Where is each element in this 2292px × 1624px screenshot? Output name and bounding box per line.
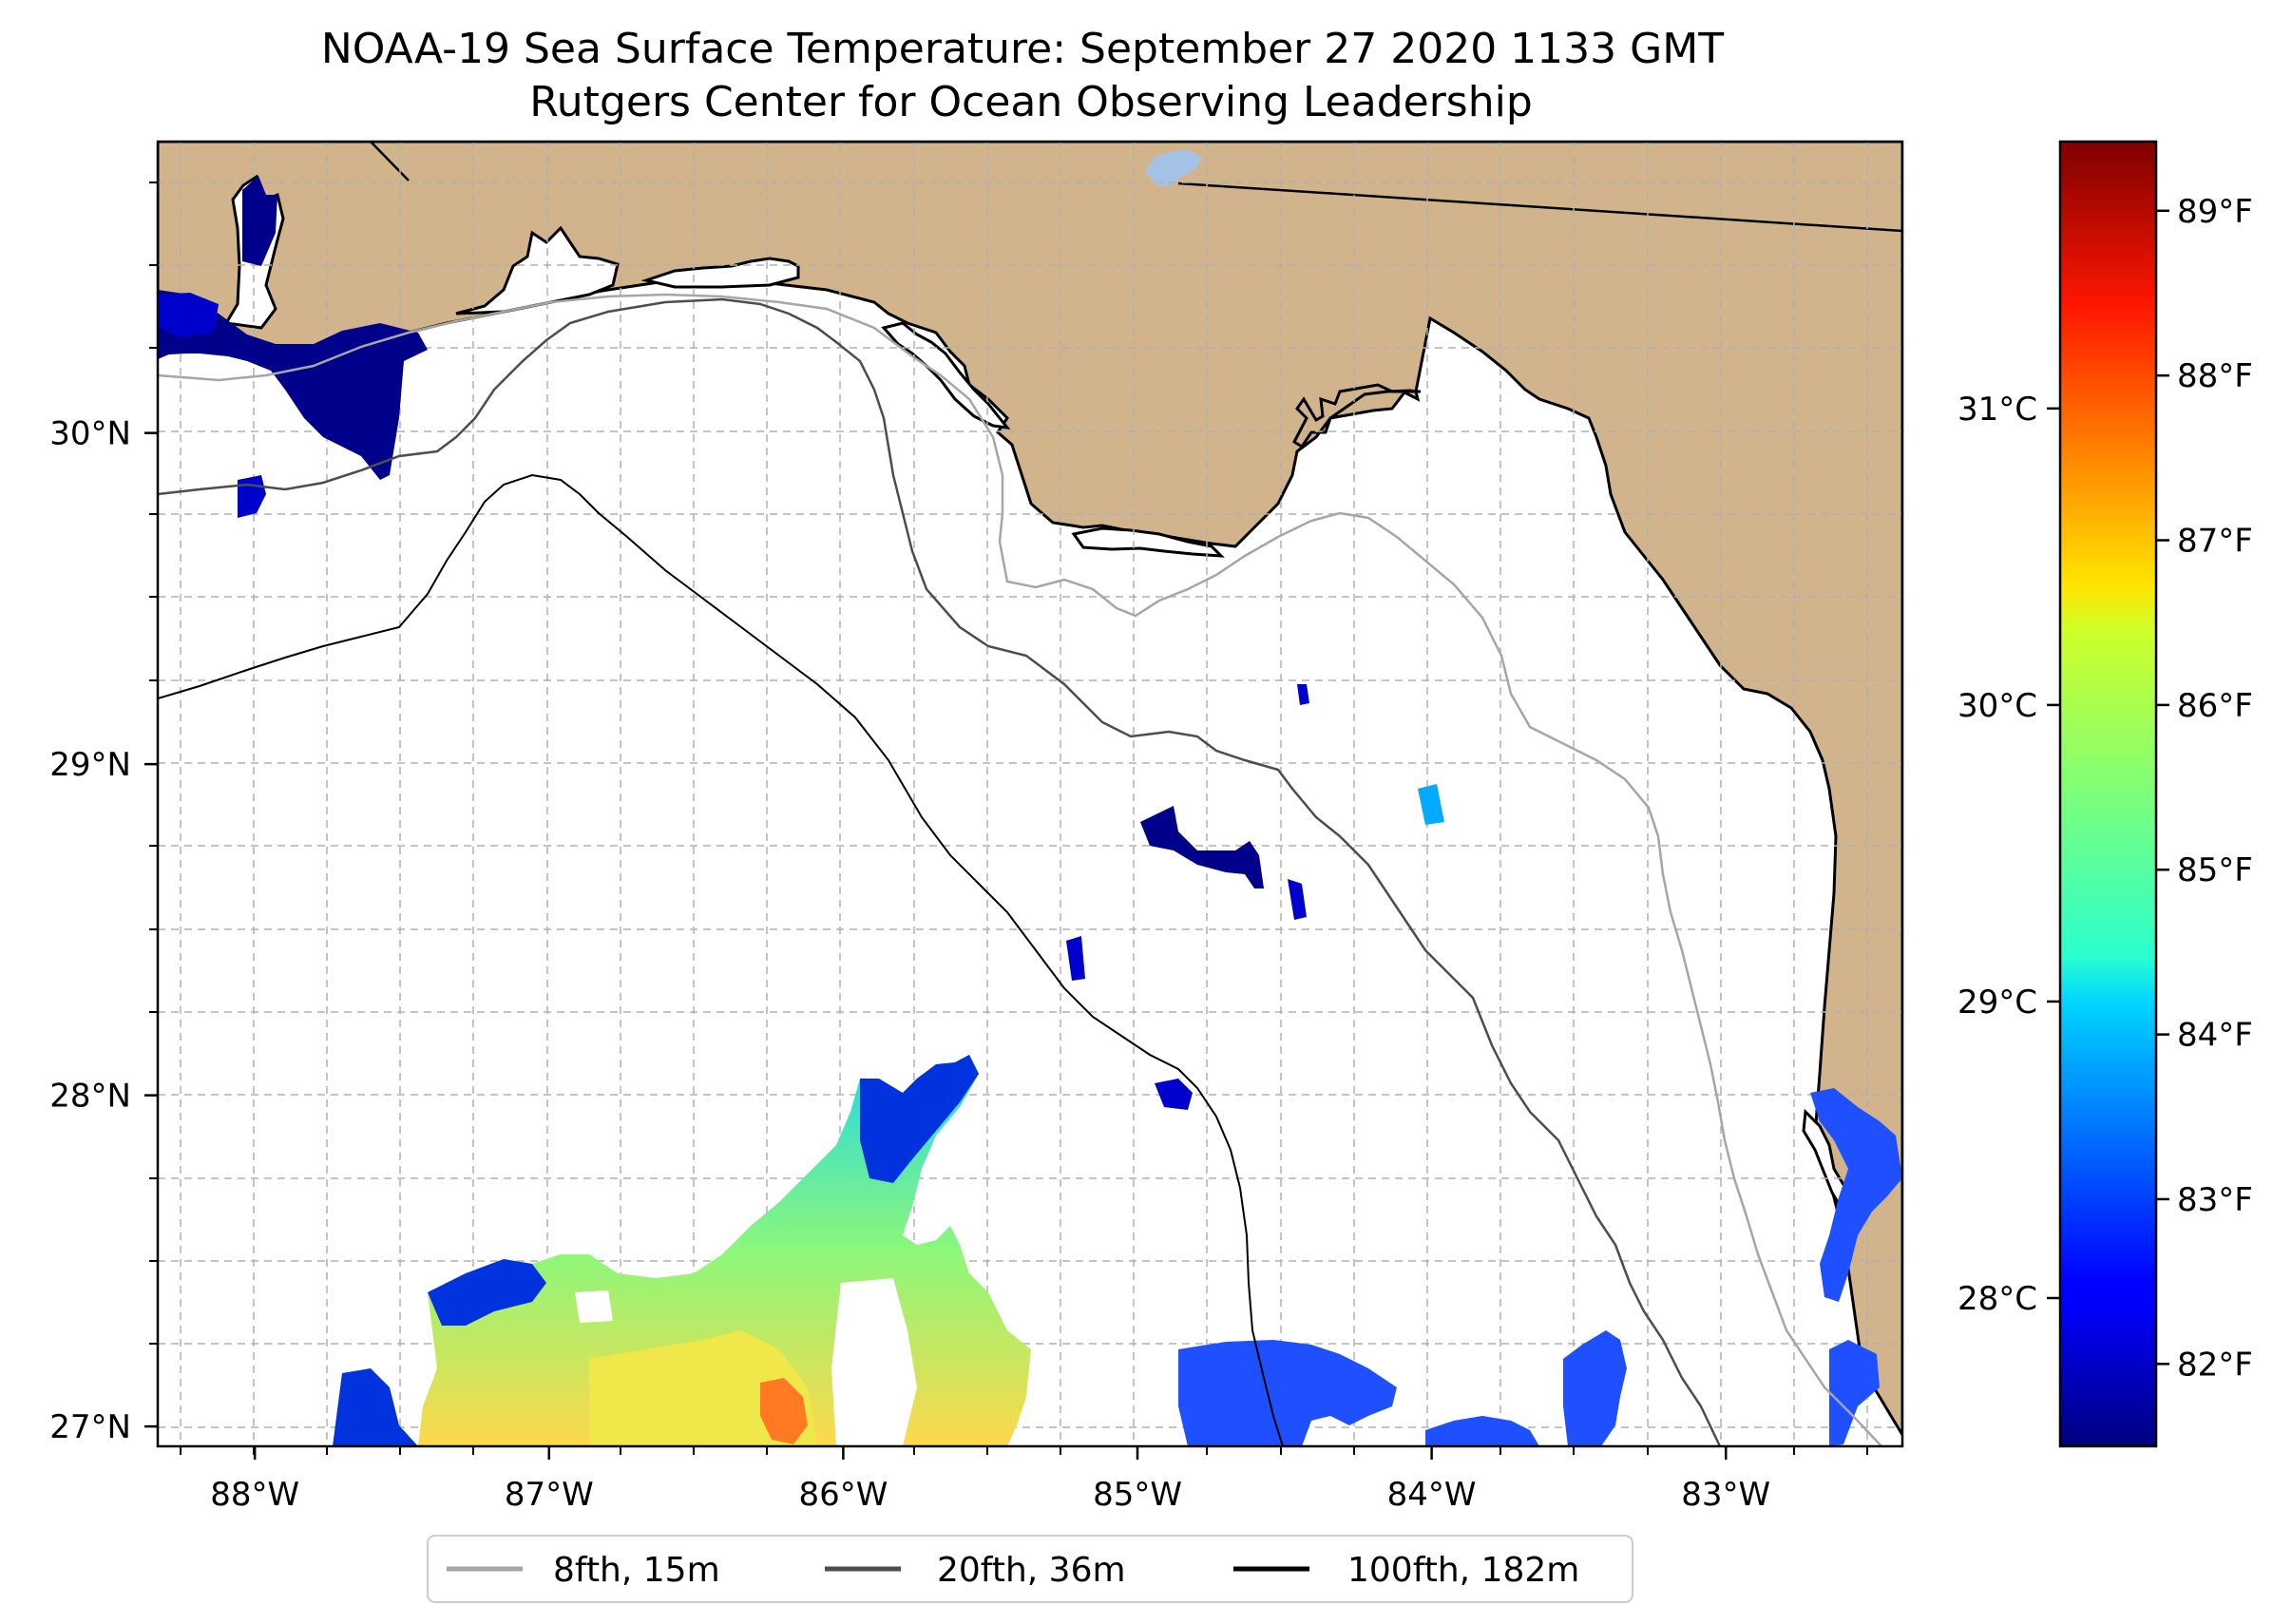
pensacola-bay bbox=[455, 225, 620, 315]
colorbar-gradient bbox=[2058, 140, 2158, 1448]
colorbar-fahrenheit-tick-label: 82°F bbox=[2177, 1346, 2253, 1384]
sst-patch-central-shelf bbox=[1140, 806, 1264, 888]
sst-patch-small-785 bbox=[1066, 936, 1085, 981]
legend-label-20fth: 20fth, 36m bbox=[937, 1551, 1126, 1590]
colorbar-celsius-tick-label: 28°C bbox=[1958, 1280, 2037, 1318]
sst-patch-big-bend bbox=[1418, 784, 1444, 825]
sst-patch-southeast-1 bbox=[1178, 1340, 1397, 1446]
lat-tick-label: 30°N bbox=[49, 415, 131, 453]
legend: 8fth, 15m 20fth, 36m 100fth, 182m bbox=[427, 1535, 1633, 1603]
lon-tick-label: 87°W bbox=[505, 1476, 594, 1514]
colorbar-celsius-tick-label: 30°C bbox=[1958, 687, 2037, 725]
sst-patch-mobile-nw bbox=[158, 293, 219, 337]
sst-patch-central-small bbox=[1288, 879, 1307, 920]
sst-patch-mobile bbox=[158, 290, 428, 480]
sst-hole-1 bbox=[575, 1290, 613, 1323]
map-frame bbox=[156, 140, 1904, 1448]
colorbar-fahrenheit-tick-label: 84°F bbox=[2177, 1017, 2253, 1055]
state-border bbox=[1177, 182, 1902, 233]
colorbar-fahrenheit-ticks: 82°F 83°F 84°F 85°F 86°F 87°F 88°F 89°F bbox=[2156, 193, 2253, 1384]
sst-patch-south-hot bbox=[760, 1378, 808, 1444]
sst-patch-south-blue-rim bbox=[860, 1055, 979, 1183]
colorbar: 28°C 29°C 30°C 31°C 82°F 83°F 84°F 85°F 86°F 87°… bbox=[1958, 140, 2253, 1448]
sst-patches bbox=[158, 176, 1902, 1446]
colorbar-fahrenheit-tick-label: 89°F bbox=[2177, 193, 2253, 231]
colorbar-fahrenheit-tick-label: 85°F bbox=[2177, 851, 2253, 889]
sst-patch-mobile-north bbox=[242, 176, 277, 266]
colorbar-celsius-ticks: 28°C 29°C 30°C 31°C bbox=[1958, 391, 2060, 1318]
lon-tick-label: 84°W bbox=[1387, 1476, 1477, 1514]
sst-patch-tampa bbox=[1810, 1088, 1902, 1302]
lon-tick-label: 86°W bbox=[798, 1476, 888, 1514]
colorbar-fahrenheit-tick-label: 83°F bbox=[2177, 1181, 2253, 1219]
sst-patch-southwest-blue bbox=[333, 1368, 418, 1446]
sst-patch-south-west-blue bbox=[428, 1259, 546, 1326]
legend-label-100fth: 100fth, 182m bbox=[1347, 1551, 1579, 1590]
land-mass bbox=[158, 142, 1902, 1438]
title-line-2: Rutgers Center for Ocean Observing Leade… bbox=[529, 78, 1533, 126]
map-panel bbox=[158, 142, 1902, 1446]
lon-tick-label: 88°W bbox=[210, 1476, 299, 1514]
lat-tick-label: 28°N bbox=[49, 1078, 131, 1116]
longitude-axis: 88°W 87°W 86°W 85°W 84°W 83°W bbox=[210, 1446, 1770, 1514]
sst-patch-southeast-2 bbox=[1425, 1416, 1539, 1446]
sst-hole-2 bbox=[831, 1278, 917, 1446]
state-border-west bbox=[370, 142, 410, 182]
legend-label-8fth: 8fth, 15m bbox=[553, 1551, 720, 1590]
isobath-100fth bbox=[158, 473, 1284, 1446]
lat-tick-label: 27°N bbox=[49, 1408, 131, 1446]
latitude-axis: 27°N 28°N 29°N 30°N bbox=[49, 415, 158, 1446]
isobath-8fth bbox=[158, 293, 1882, 1446]
sst-patch-small-1150 bbox=[1155, 1079, 1193, 1110]
lat-tick-label: 29°N bbox=[49, 746, 131, 784]
sst-patch-tampa-south bbox=[1829, 1340, 1880, 1446]
lake-seminole bbox=[1145, 150, 1202, 186]
apalachicola-bay bbox=[1071, 526, 1225, 558]
legend-frame bbox=[427, 1535, 1633, 1603]
sst-patch-southeast-3 bbox=[1563, 1330, 1627, 1446]
isobath-20fth bbox=[158, 297, 1722, 1446]
colorbar-fahrenheit-tick-label: 88°F bbox=[2177, 357, 2253, 395]
sst-patch-small-north bbox=[1297, 684, 1309, 705]
title-line-1: NOAA-19 Sea Surface Temperature: Septemb… bbox=[321, 25, 1724, 73]
colorbar-fahrenheit-tick-label: 87°F bbox=[2177, 523, 2253, 561]
colorbar-celsius-tick-label: 31°C bbox=[1958, 391, 2037, 429]
colorbar-fahrenheit-tick-label: 86°F bbox=[2177, 687, 2253, 725]
lon-tick-label: 85°W bbox=[1093, 1476, 1182, 1514]
gridlines bbox=[158, 142, 1902, 1446]
lon-tick-label: 83°W bbox=[1681, 1476, 1770, 1514]
colorbar-celsius-tick-label: 29°C bbox=[1958, 984, 2037, 1022]
sst-patch-south-core bbox=[589, 1330, 817, 1446]
